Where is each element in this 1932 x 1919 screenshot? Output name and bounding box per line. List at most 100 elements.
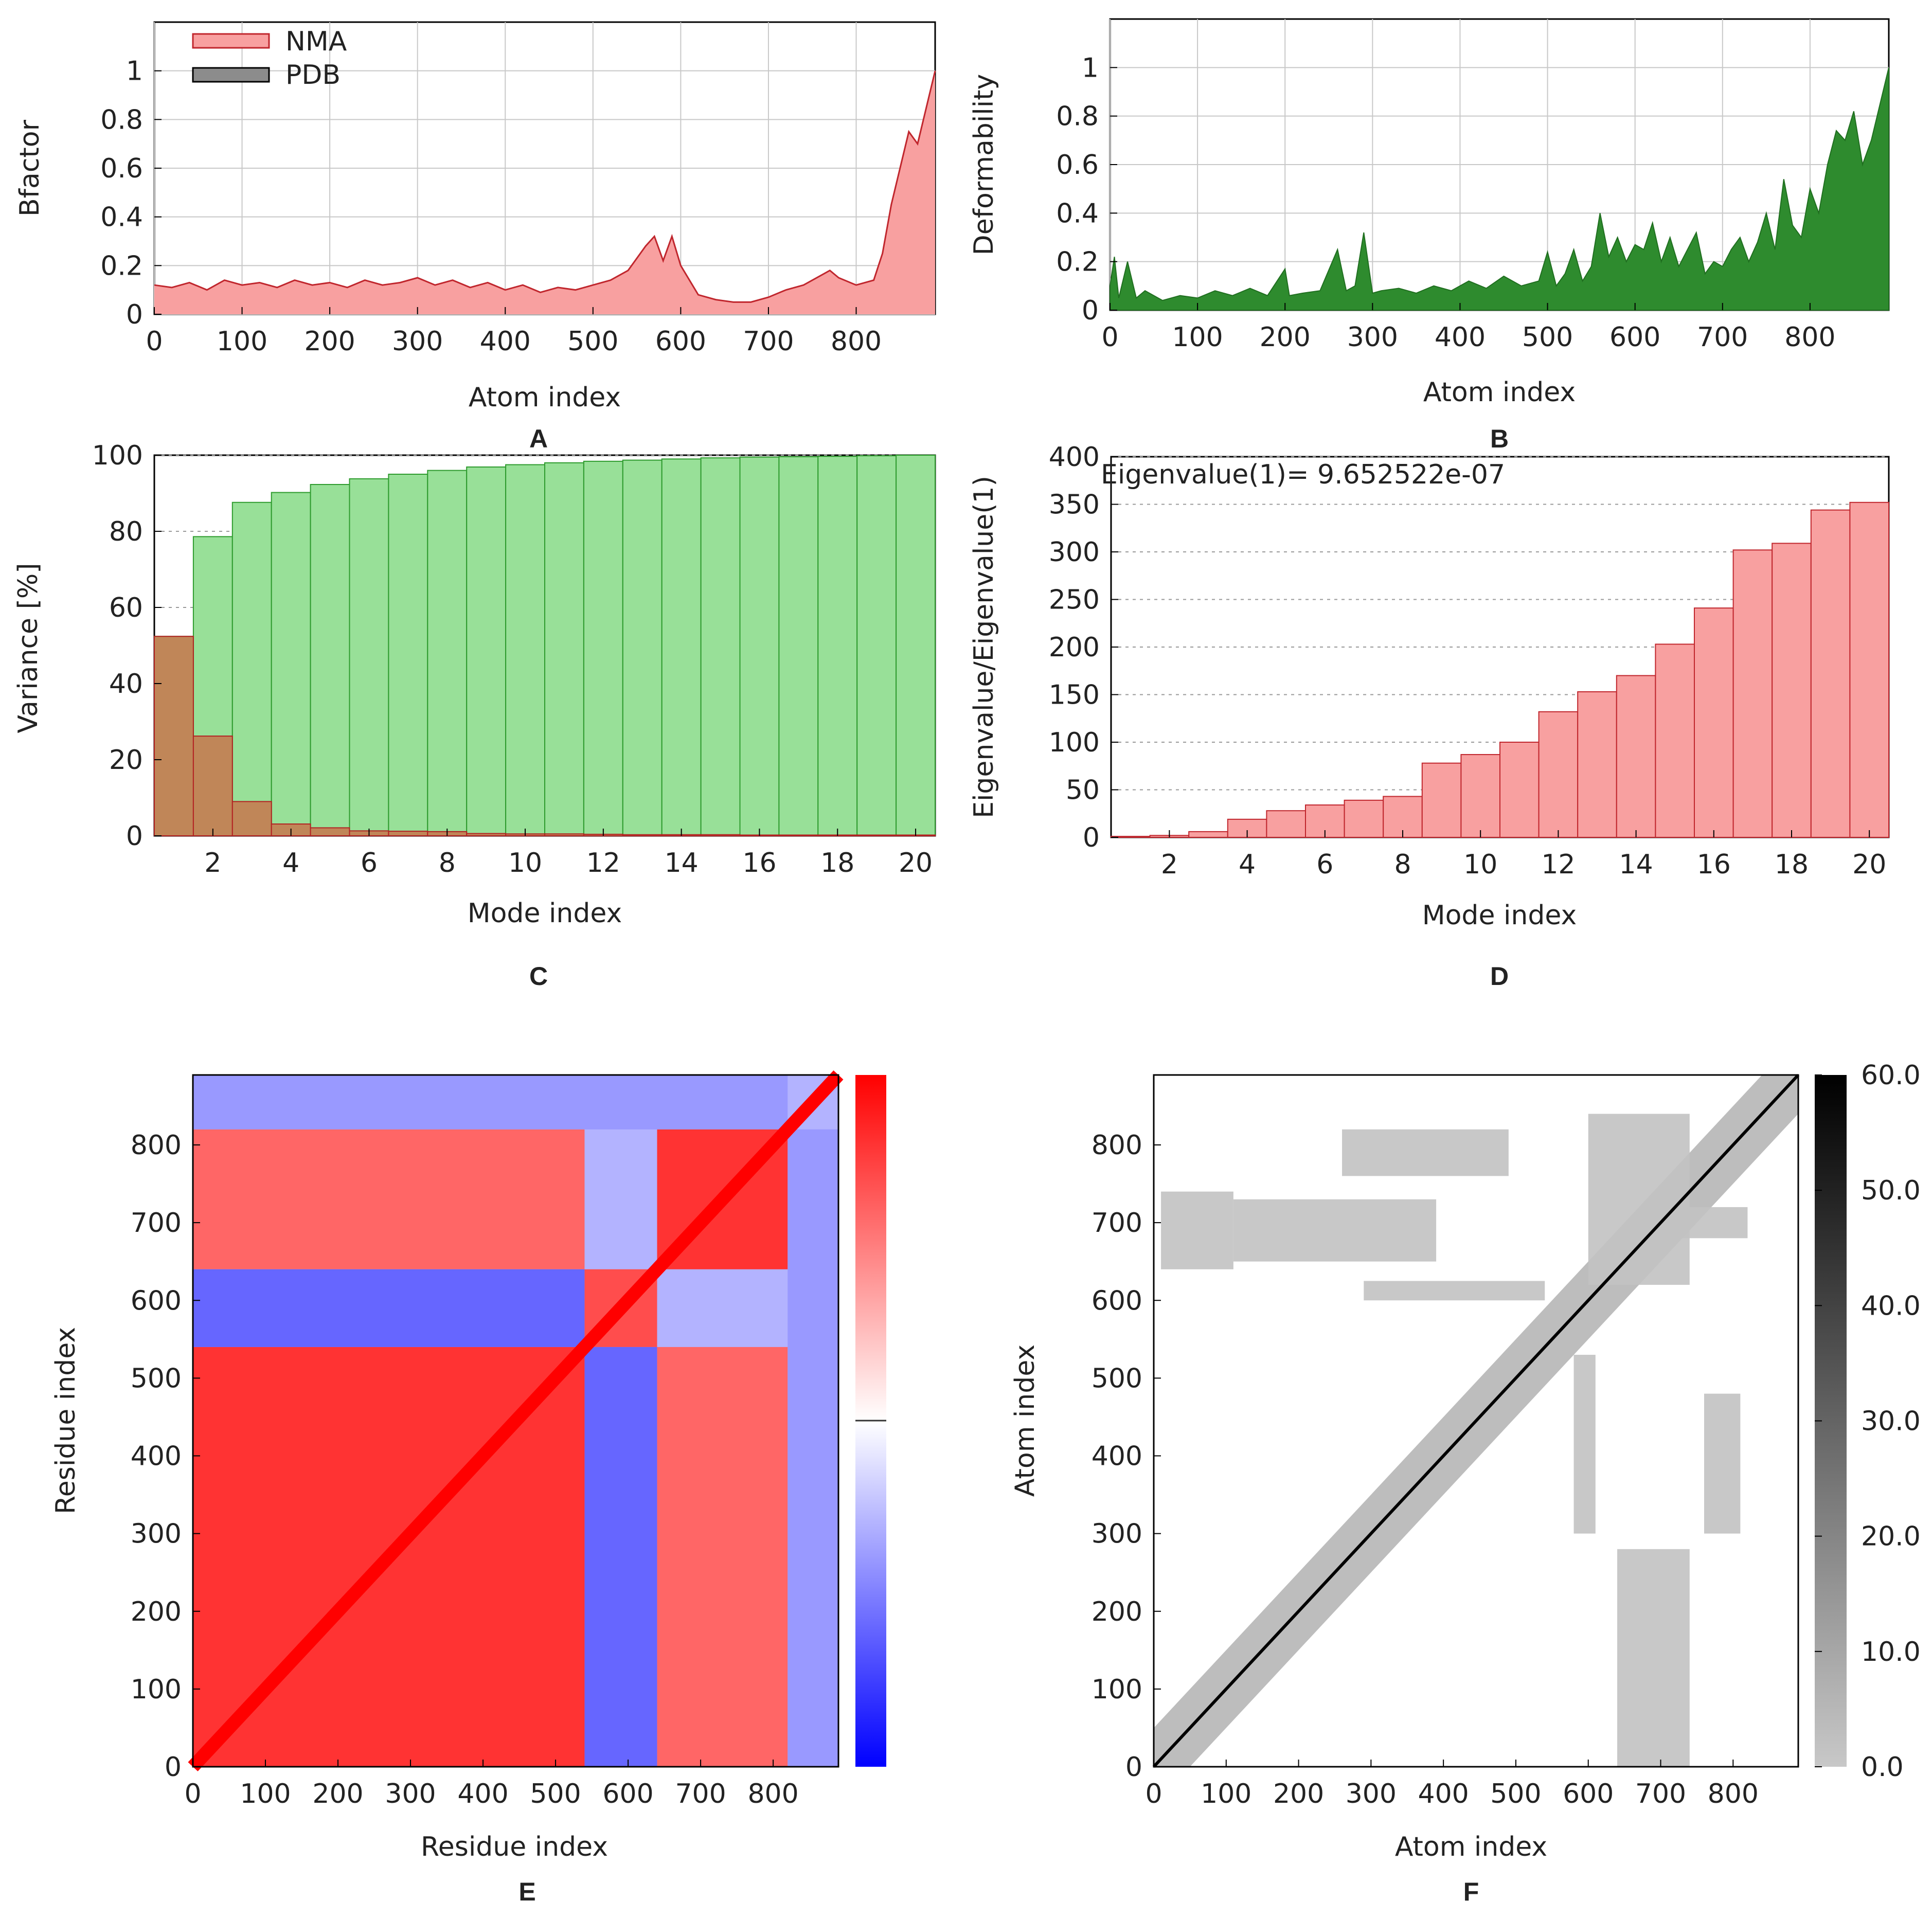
panel-c: 2 4 6 8 10 12 14 16 18 20 0 20 40 60 80 100 Mode index…: [13, 440, 936, 991]
x-tick-label: 2: [204, 848, 221, 878]
panel-a-x-ticks: 0 100 200 300 400 500 600 700 800: [146, 307, 882, 357]
y-tick-label: 250: [1049, 585, 1100, 616]
bar-cumulative: [388, 474, 428, 836]
panel-c-y-ticks: 0 20 40 60 80 100: [92, 440, 162, 852]
heatmap-block: [193, 1129, 585, 1269]
x-tick-label: 10: [508, 848, 542, 878]
y-tick-label: 500: [1092, 1363, 1142, 1394]
x-tick-label: 10: [1463, 849, 1497, 880]
y-tick-label: 0.6: [100, 153, 143, 184]
y-tick-label: 80: [109, 516, 143, 547]
y-tick-label: 100: [131, 1674, 182, 1705]
bar-eigenvalue-ratio: [1577, 691, 1617, 838]
x-tick-label: 700: [743, 326, 794, 357]
x-tick-label: 800: [1784, 322, 1835, 353]
panel-d-annotation: Eigenvalue(1)= 9.652522e-07: [1101, 459, 1505, 490]
bar-cumulative: [817, 456, 858, 836]
panel-b-y-ticks: 0 0.2 0.4 0.6 0.8 1: [1056, 52, 1117, 326]
x-tick-label: 300: [1346, 1779, 1397, 1809]
contact-cluster: [1573, 1355, 1596, 1534]
panel-a-legend: NMA PDB: [192, 26, 347, 91]
bar-cumulative: [622, 459, 663, 836]
bar-cumulative: [778, 456, 819, 836]
panel-b: 0 100 200 300 400 500 600 700 800 0 0.2 0.4 0.6 0.8 1…: [969, 18, 1890, 453]
y-tick-label: 350: [1049, 490, 1100, 521]
x-tick-label: 8: [439, 848, 456, 878]
panel-d-x-label: Mode index: [1422, 900, 1577, 931]
bar-cumulative: [466, 466, 507, 836]
legend-swatch-pdb: [192, 67, 270, 83]
contact-cluster: [1588, 1114, 1690, 1285]
bar-eigenvalue-ratio: [1772, 543, 1812, 838]
bar-eigenvalue-ratio: [1538, 711, 1579, 838]
y-tick-label: 200: [1049, 632, 1100, 663]
x-tick-label: 300: [1347, 322, 1398, 353]
y-tick-label: 300: [131, 1519, 182, 1550]
bar-eigenvalue-ratio: [1421, 762, 1462, 838]
bar-eigenvalue-ratio: [1266, 810, 1306, 838]
heatmap-block: [788, 1129, 838, 1767]
panel-c-x-ticks: 2 4 6 8 10 12 14 16 18 20: [204, 829, 933, 878]
x-tick-label: 600: [655, 326, 706, 357]
bar-cumulative: [271, 492, 311, 836]
bar-eigenvalue-ratio: [1460, 754, 1500, 838]
panel-label-a: A: [529, 424, 548, 453]
x-tick-label: 4: [1239, 849, 1256, 880]
panel-c-series: [154, 455, 936, 837]
x-tick-label: 20: [1852, 849, 1886, 880]
y-tick-label: 0.4: [100, 202, 143, 233]
panel-d-series: [1111, 501, 1889, 838]
contact-diagonal-line: [1152, 1073, 1800, 1768]
panel-d-y-label: Eigenvalue/Eigenvalue(1): [969, 476, 999, 818]
y-tick-label: 100: [1049, 727, 1100, 758]
x-tick-label: 300: [385, 1779, 436, 1809]
x-tick-label: 8: [1394, 849, 1411, 880]
panel-b-y-label: Deformability: [969, 74, 999, 256]
x-tick-label: 200: [1273, 1779, 1324, 1809]
contact-cluster: [1161, 1191, 1233, 1269]
x-tick-label: 600: [1609, 322, 1660, 353]
x-tick-label: 16: [1697, 849, 1731, 880]
panel-a-y-label: Bfactor: [14, 119, 45, 217]
bar-cumulative: [896, 455, 936, 836]
bar-cumulative: [427, 470, 468, 836]
x-tick-label: 12: [1541, 849, 1575, 880]
x-tick-label: 500: [567, 326, 618, 357]
panel-e-y-label: Residue index: [50, 1327, 81, 1514]
panel-f-colorbar-ticks: 0.0 10.0 20.0 30.0 40.0 50.0 60.0: [1815, 1060, 1921, 1783]
bar-individual: [544, 833, 584, 837]
bar-cumulative: [349, 478, 389, 836]
bar-individual: [466, 833, 507, 837]
legend-swatch-nma: [192, 33, 270, 49]
bar-cumulative: [505, 464, 545, 836]
x-tick-label: 800: [747, 1779, 798, 1809]
y-tick-label: 300: [1049, 537, 1100, 568]
x-tick-label: 400: [457, 1779, 508, 1809]
x-tick-label: 18: [1775, 849, 1809, 880]
bar-eigenvalue-ratio: [1499, 742, 1540, 838]
y-tick-label: 300: [1092, 1519, 1142, 1550]
y-tick-label: 600: [1092, 1285, 1142, 1316]
x-tick-label: 100: [1201, 1779, 1251, 1809]
y-tick-label: 800: [131, 1130, 182, 1161]
heatmap-block: [657, 1347, 788, 1767]
contact-cluster: [1364, 1281, 1545, 1301]
x-tick-label: 0: [146, 326, 163, 357]
bar-eigenvalue-ratio: [1344, 799, 1384, 838]
y-tick-label: 400: [1049, 442, 1100, 473]
panel-e-frame: [192, 1074, 839, 1768]
x-tick-label: 600: [602, 1779, 653, 1809]
x-tick-label: 2: [1161, 849, 1178, 880]
heatmap-diagonal: [188, 1070, 844, 1771]
x-tick-label: 500: [530, 1779, 581, 1809]
bar-individual: [231, 801, 272, 837]
x-tick-label: 400: [1418, 1779, 1469, 1809]
y-tick-label: 40: [109, 669, 143, 700]
colorbar-tick-label: 0.0: [1861, 1752, 1904, 1783]
y-tick-label: 800: [1092, 1130, 1142, 1161]
y-tick-label: 1: [1082, 52, 1099, 83]
y-tick-label: 0.2: [100, 250, 143, 281]
contact-cluster: [1233, 1199, 1437, 1262]
x-tick-label: 500: [1490, 1779, 1541, 1809]
y-tick-label: 0.8: [100, 104, 143, 135]
